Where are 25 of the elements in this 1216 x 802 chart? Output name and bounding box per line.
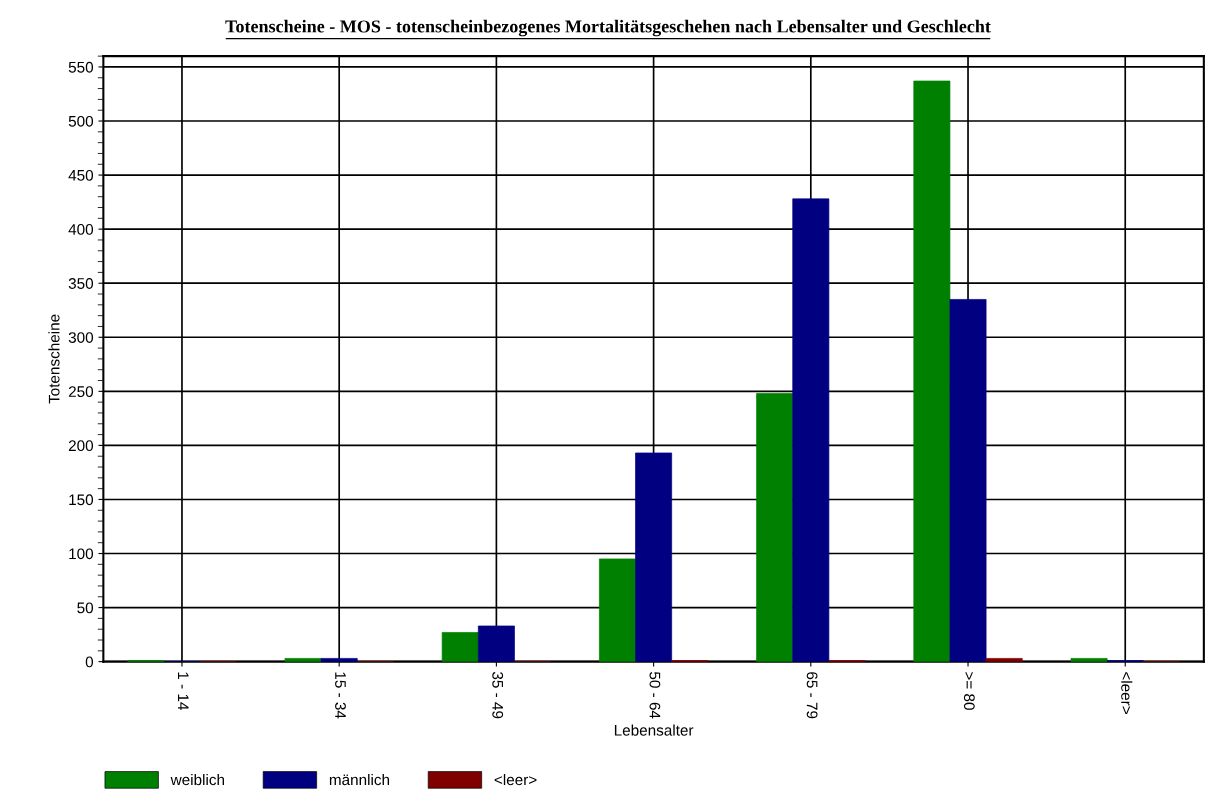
y-tick-label: 300 (68, 332, 94, 343)
x-tick-label: 1 - 14 (178, 672, 189, 710)
y-tick-label: 550 (68, 61, 94, 73)
legend-label: weiblich (170, 773, 224, 786)
y-tick-label: 250 (68, 386, 94, 398)
chart-title: Totenscheine - MOS - totenscheinbezogenes Mortalitätsgeschehen nach Lebensalter und Geschlecht (225, 19, 991, 37)
x-tick-label: >= 80 (963, 672, 975, 710)
y-tick-label: 100 (69, 548, 94, 560)
x-tick-label: 35 - 49 (492, 671, 504, 719)
y-tick-label: 450 (68, 169, 94, 181)
y-tick-label: 200 (68, 440, 94, 452)
y-tick-label: 500 (68, 115, 94, 127)
x-tick-label: 15 - 34 (335, 672, 346, 719)
y-tick-label: 50 (77, 602, 94, 614)
y-tick-label: 350 (68, 278, 94, 289)
y-axis-title: Totenscheine (48, 314, 60, 404)
y-tick-label: 0 (85, 656, 94, 668)
legend-label: männlich (329, 773, 390, 786)
x-tick-label: 65 - 79 (806, 672, 818, 719)
x-tick-label: <leer> (1121, 672, 1133, 714)
y-tick-label: 400 (68, 224, 94, 235)
x-tick-label: 50 - 64 (649, 671, 661, 719)
legend-label: <leer> (494, 773, 537, 786)
x-axis-title: Lebensalter (614, 724, 694, 736)
y-tick-label: 150 (69, 494, 94, 506)
